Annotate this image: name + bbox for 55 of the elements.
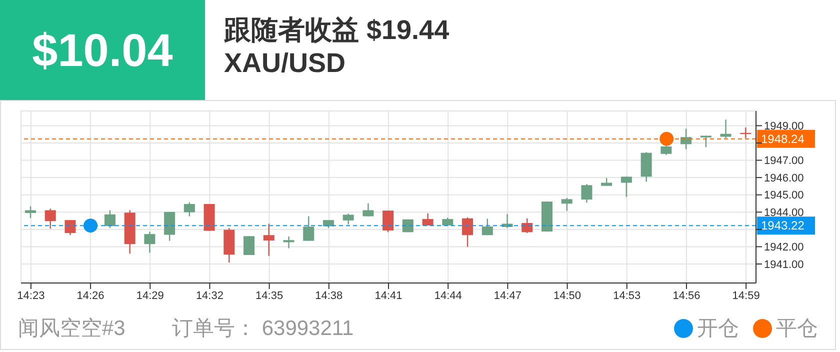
legend-label: 平仓 [776, 316, 818, 342]
x-tick-label: 14:47 [494, 290, 522, 302]
chart-title: 跟随者收益 $19.44 [224, 14, 450, 47]
candlestick [362, 202, 374, 217]
y-tick-label: 1947.00 [764, 155, 804, 168]
y-tick-label: 1942.00 [764, 242, 804, 254]
x-tick-label: 14:38 [315, 290, 343, 302]
candlestick [104, 210, 116, 229]
candlestick [184, 202, 195, 217]
x-tick-label: 14:59 [732, 290, 760, 302]
x-tick-label: 14:35 [256, 290, 284, 302]
text: 闻风空空#3 [18, 316, 126, 342]
candlestick [44, 208, 56, 230]
candlestick [422, 212, 434, 226]
candlestick [144, 231, 156, 254]
candlestick [620, 176, 632, 198]
candlestick [64, 219, 76, 236]
candlestick [482, 218, 493, 236]
candlestick [164, 211, 176, 242]
x-tick-label: 14:32 [196, 290, 224, 302]
x-tick-label: 14:26 [76, 290, 104, 302]
ref-line-label: 1948.24 [761, 132, 805, 146]
candlestick [740, 126, 752, 139]
y-tick-label: 1944.00 [764, 207, 804, 220]
candlestick [700, 135, 712, 148]
candlestick [462, 216, 474, 248]
y-tick-label: 1949.00 [764, 120, 804, 133]
ref-line-label: 1943.22 [761, 218, 805, 233]
chart-subtitle: XAU/USD [224, 48, 346, 79]
x-tick-label: 14:23 [17, 290, 45, 302]
y-tick-label: 1946.00 [764, 172, 804, 184]
y-tick-label: 1941.00 [764, 258, 804, 271]
candlestick [561, 197, 572, 212]
text: 订单号： 63993211 [172, 316, 354, 342]
x-tick-label: 14:41 [374, 290, 402, 302]
text: $10.04 [0, 0, 205, 100]
candlestick [382, 210, 394, 233]
x-tick-label: 14:44 [434, 290, 462, 302]
candlestick [263, 223, 274, 256]
candlestick [25, 206, 36, 219]
candlestick [342, 213, 354, 225]
candlestick [581, 184, 592, 204]
candlestick [680, 128, 692, 150]
x-tick-label: 14:53 [613, 290, 641, 302]
candlestick [640, 152, 652, 182]
candlestick [522, 218, 533, 234]
candlestick [720, 119, 732, 139]
candlestick [303, 216, 314, 242]
candlestick [283, 236, 294, 249]
x-tick-label: 14:56 [672, 290, 700, 302]
legend-label: 开仓 [697, 316, 739, 342]
y-tick-label: 1945.00 [764, 190, 804, 202]
candlestick [244, 236, 255, 256]
x-tick-label: 14:29 [136, 290, 164, 302]
x-tick-label: 14:50 [554, 290, 582, 302]
